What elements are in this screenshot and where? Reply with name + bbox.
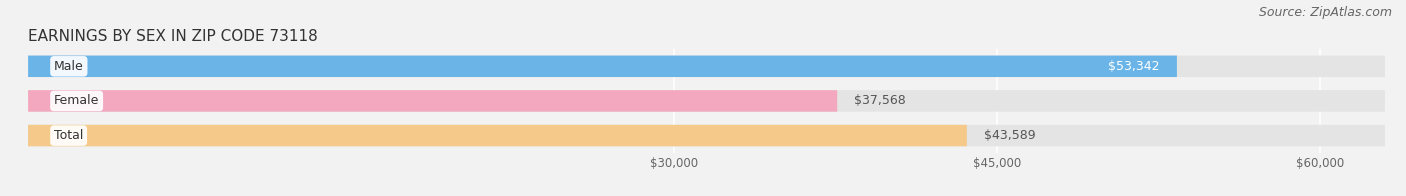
Text: $37,568: $37,568	[855, 94, 907, 107]
FancyBboxPatch shape	[28, 125, 1385, 146]
Text: $53,342: $53,342	[1108, 60, 1160, 73]
FancyBboxPatch shape	[28, 56, 1385, 77]
FancyBboxPatch shape	[28, 90, 837, 112]
Text: $43,589: $43,589	[984, 129, 1036, 142]
FancyBboxPatch shape	[28, 125, 967, 146]
Text: Female: Female	[53, 94, 100, 107]
Text: Male: Male	[53, 60, 84, 73]
Text: Total: Total	[53, 129, 83, 142]
FancyBboxPatch shape	[28, 90, 1385, 112]
FancyBboxPatch shape	[28, 56, 1177, 77]
Text: EARNINGS BY SEX IN ZIP CODE 73118: EARNINGS BY SEX IN ZIP CODE 73118	[28, 29, 318, 44]
Text: Source: ZipAtlas.com: Source: ZipAtlas.com	[1258, 6, 1392, 19]
